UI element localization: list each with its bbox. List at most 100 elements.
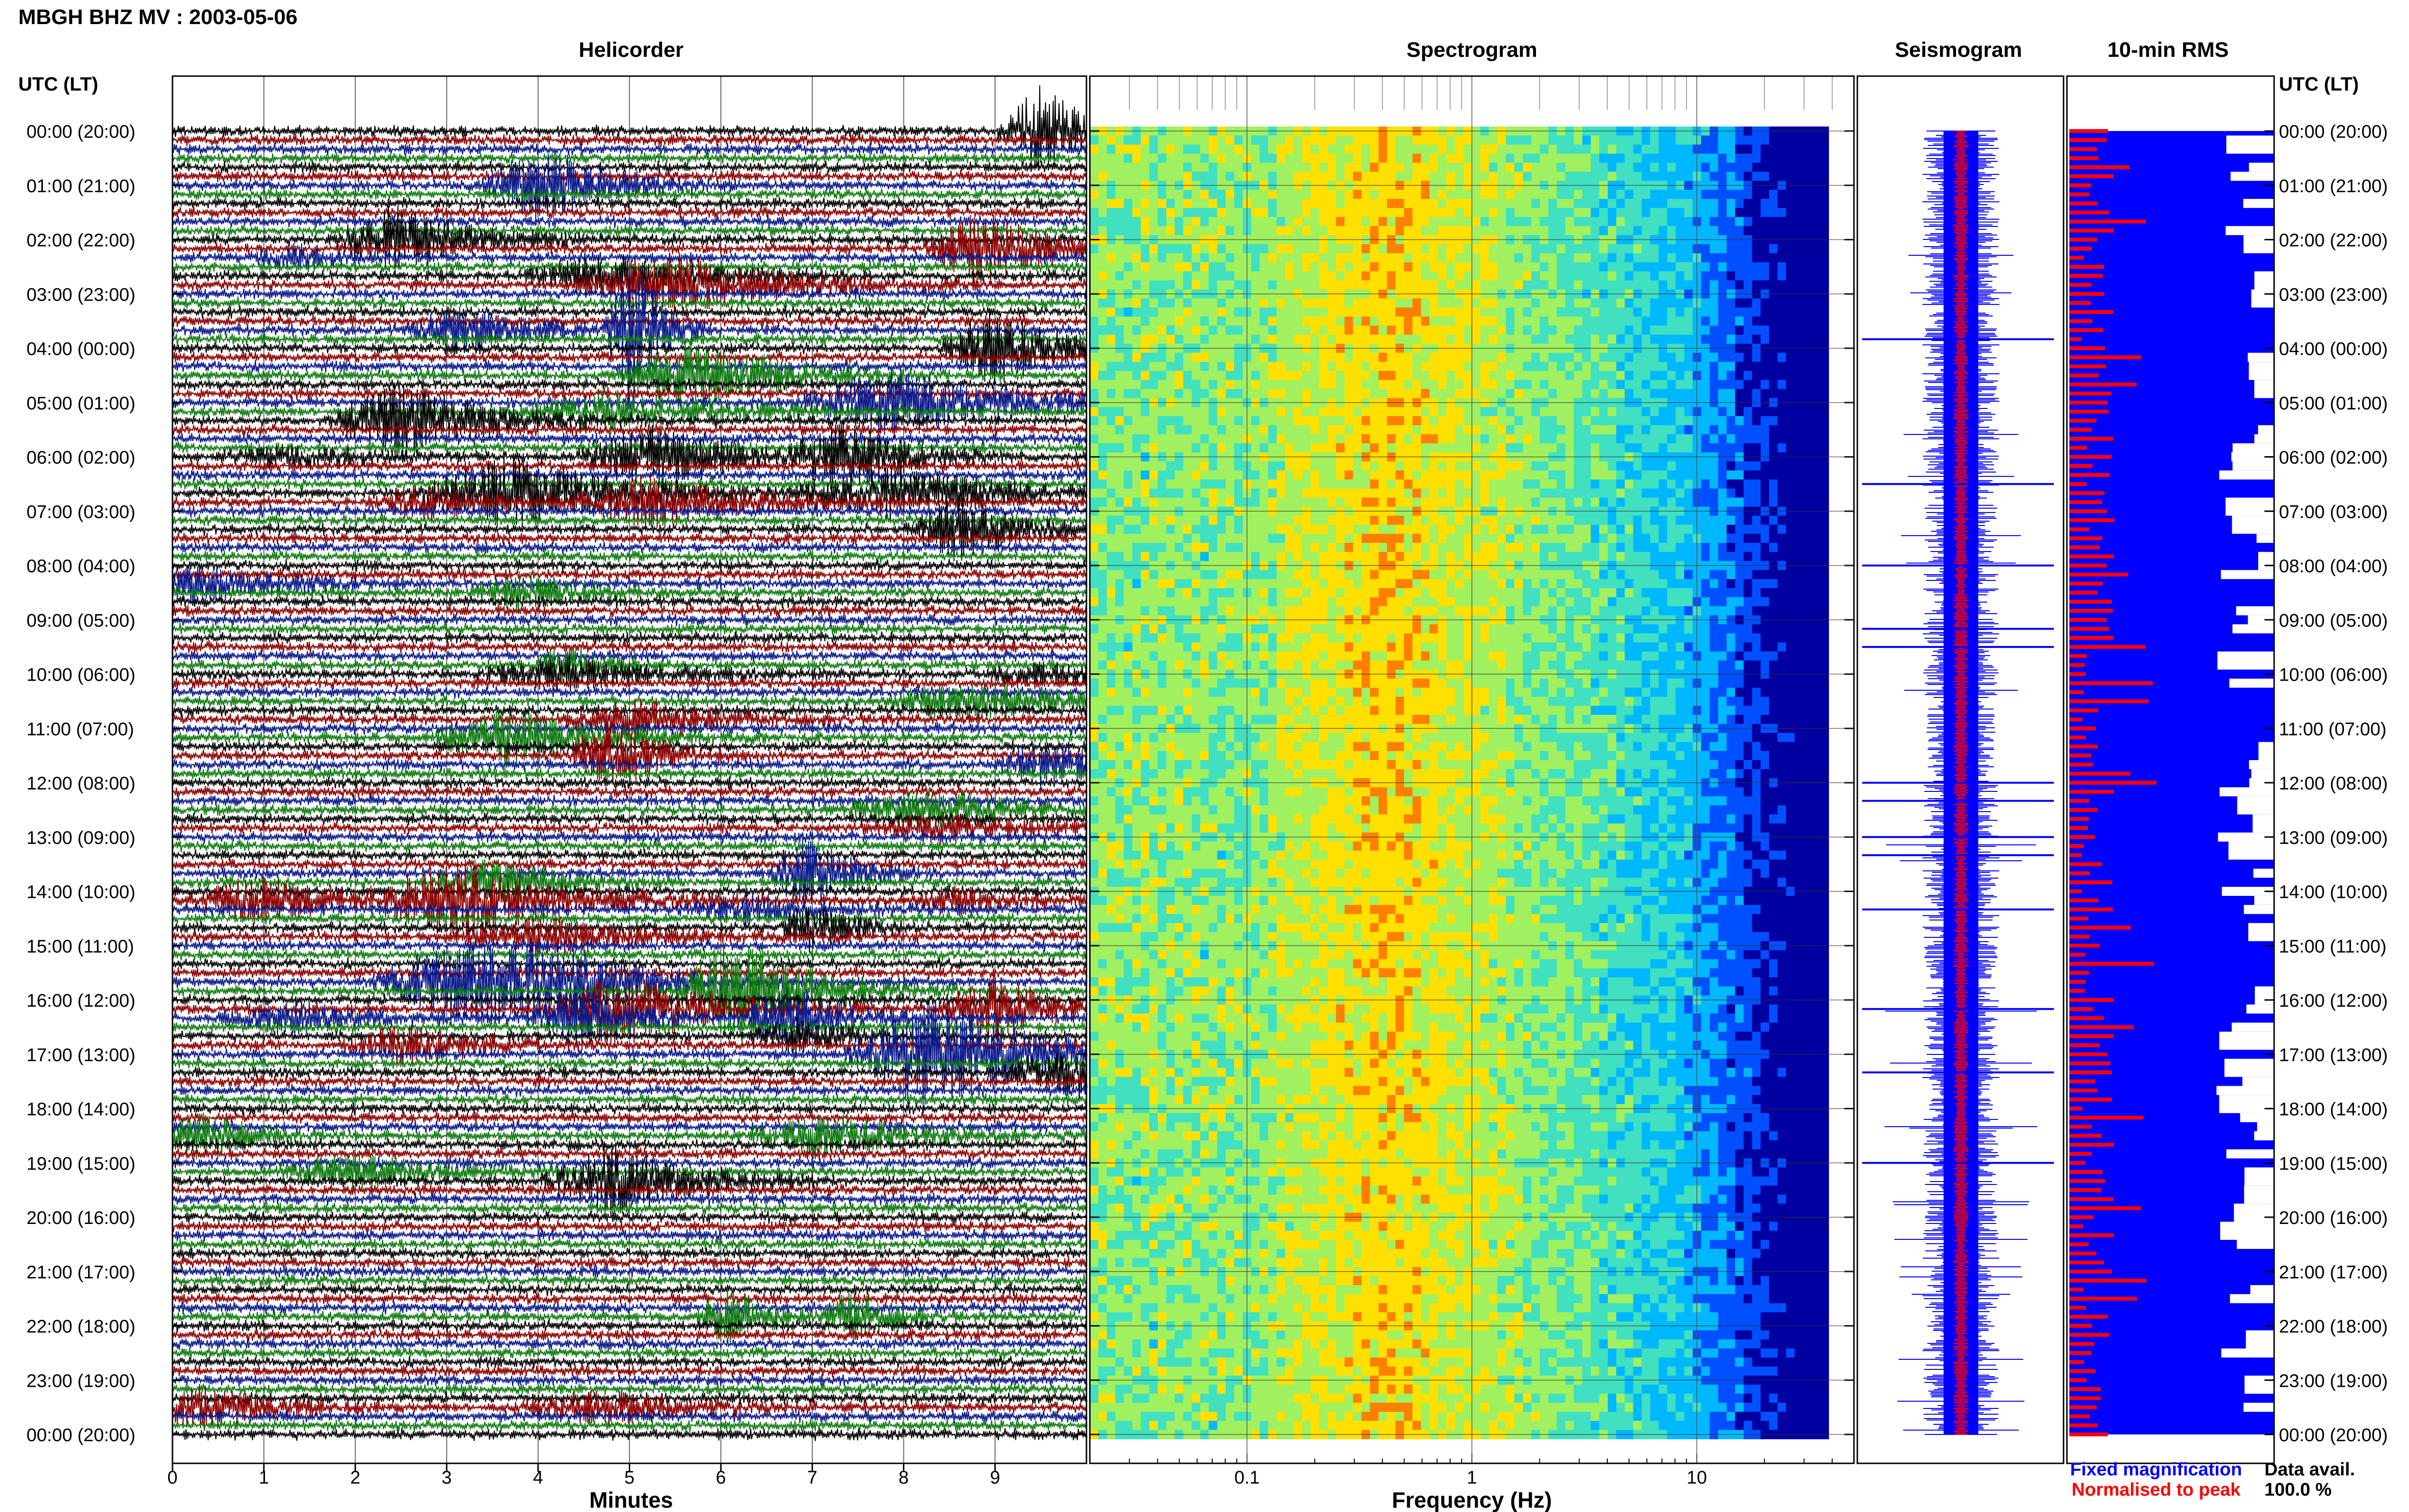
spectrogram-cell — [1820, 244, 1829, 254]
spectrogram-cell — [1191, 253, 1201, 263]
spectrogram-cell — [1590, 588, 1600, 598]
spectrogram-cell — [1565, 171, 1575, 181]
spectrogram-cell — [1480, 362, 1490, 371]
spectrogram-cell — [1777, 298, 1787, 308]
spectrogram-cell — [1497, 280, 1507, 290]
spectrogram-cell — [1310, 543, 1320, 552]
spectrogram-cell — [1158, 488, 1167, 498]
spectrogram-cell — [1709, 525, 1719, 534]
spectrogram-cell — [1387, 217, 1396, 226]
spectrogram-cell — [1166, 244, 1176, 254]
spectrogram-cell — [1387, 443, 1396, 453]
helicorder-trace — [172, 385, 1087, 460]
spectrogram-cell — [1285, 253, 1294, 263]
spectrogram-cell — [1633, 515, 1642, 525]
spectrogram-cell — [1149, 488, 1158, 498]
spectrogram-cell — [1319, 280, 1328, 290]
spectrogram-cell — [1149, 353, 1158, 362]
spectrogram-cell — [1336, 434, 1345, 444]
spectrogram-cell — [1293, 135, 1303, 145]
spectrogram-cell — [1107, 162, 1116, 172]
spectrogram-cell — [1590, 353, 1600, 362]
spectrogram-cell — [1276, 171, 1286, 181]
spectrogram-cell — [1302, 208, 1311, 218]
spectrogram-cell — [1522, 171, 1532, 181]
spectrogram-cell — [1709, 253, 1719, 263]
spectrogram-cell — [1353, 135, 1362, 145]
spectrogram-cell — [1319, 570, 1328, 579]
spectrogram-cell — [1166, 443, 1176, 453]
spectrogram-cell — [1769, 425, 1778, 435]
spectrogram-cell — [1531, 416, 1540, 426]
spectrogram-cell — [1421, 145, 1430, 154]
spectrogram-cell — [1259, 416, 1269, 426]
spectrogram-cell — [1599, 154, 1608, 163]
spectrogram-cell — [1412, 298, 1422, 308]
spectrogram-cell — [1489, 154, 1498, 163]
spectrogram-cell — [1412, 534, 1422, 543]
spectrogram-cell — [1098, 162, 1108, 172]
spectrogram-cell — [1276, 534, 1286, 543]
spectrogram-cell — [1667, 135, 1676, 145]
spectrogram-cell — [1582, 353, 1591, 362]
spectrogram-cell — [1472, 371, 1481, 381]
spectrogram-cell — [1191, 171, 1201, 181]
spectrogram-cell — [1140, 579, 1150, 589]
spectrogram-cell — [1378, 326, 1388, 335]
spectrogram-cell — [1191, 362, 1201, 371]
spectrogram-cell — [1370, 389, 1379, 398]
spectrogram-cell — [1786, 217, 1795, 226]
spectrogram-cell — [1259, 470, 1269, 480]
spectrogram-cell — [1226, 515, 1235, 525]
spectrogram-cell — [1268, 226, 1277, 236]
spectrogram-cell — [1658, 534, 1668, 543]
spectrogram-cell — [1599, 353, 1608, 362]
spectrogram-cell — [1455, 416, 1464, 426]
spectrogram-cell — [1675, 525, 1685, 534]
spectrogram-cell — [1446, 543, 1456, 552]
helicorder-trace — [172, 722, 1087, 785]
spectrogram-cell — [1777, 498, 1787, 507]
spectrogram-cell — [1786, 543, 1795, 552]
spectrogram-cell — [1268, 543, 1277, 552]
helicorder-trace — [172, 839, 1087, 853]
spectrogram-cell — [1514, 208, 1523, 218]
spectrogram-cell — [1514, 597, 1523, 607]
spectrogram-cell — [1616, 498, 1626, 507]
spectrogram-cell — [1217, 316, 1226, 326]
spectrogram-cell — [1777, 190, 1787, 199]
spectrogram-cell — [1387, 525, 1396, 534]
spectrogram-cell — [1506, 434, 1515, 444]
spectrogram-cell — [1191, 145, 1201, 154]
spectrogram-cell — [1361, 416, 1371, 426]
spectrogram-cell — [1140, 316, 1150, 326]
spectrogram-cell — [1268, 244, 1277, 254]
spectrogram-cell — [1811, 443, 1821, 453]
spectrogram-cell — [1132, 498, 1141, 507]
spectrogram-cell — [1684, 198, 1694, 209]
spectrogram-cell — [1285, 606, 1294, 616]
spectrogram-cell — [1421, 425, 1430, 435]
spectrogram-cell — [1378, 226, 1388, 236]
spectrogram-cell — [1319, 198, 1328, 209]
spectrogram-cell — [1268, 434, 1277, 444]
spectrogram-cell — [1820, 579, 1829, 589]
spectrogram-cell — [1234, 515, 1244, 525]
spectrogram-cell — [1107, 334, 1116, 344]
spectrogram-cell — [1743, 262, 1753, 272]
spectrogram-cell — [1472, 271, 1481, 281]
spectrogram-cell — [1404, 488, 1413, 498]
spectrogram-cell — [1183, 434, 1192, 444]
spectrogram-cell — [1565, 525, 1575, 534]
spectrogram-cell — [1387, 606, 1396, 616]
spectrogram-cell — [1191, 407, 1201, 417]
spectrogram-cell — [1327, 488, 1337, 498]
spectrogram-cell — [1548, 217, 1558, 226]
spectrogram-cell — [1650, 416, 1659, 426]
spectrogram-cell — [1276, 307, 1286, 317]
spectrogram-cell — [1786, 307, 1795, 317]
spectrogram-cell — [1361, 298, 1371, 308]
spectrogram-cell — [1149, 389, 1158, 398]
spectrogram-cell — [1446, 389, 1456, 398]
spectrogram-cell — [1124, 334, 1133, 344]
